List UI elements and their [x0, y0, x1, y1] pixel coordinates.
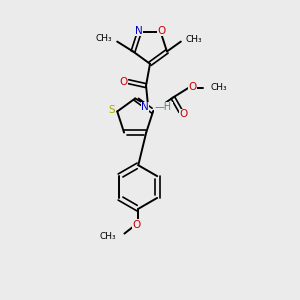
- Text: —H: —H: [155, 102, 172, 112]
- Text: N: N: [135, 26, 142, 36]
- Text: O: O: [188, 82, 197, 92]
- Text: CH₃: CH₃: [211, 83, 227, 92]
- Text: O: O: [157, 26, 166, 36]
- Text: O: O: [132, 220, 140, 230]
- Text: O: O: [180, 110, 188, 119]
- Text: O: O: [119, 76, 128, 87]
- Text: CH₃: CH₃: [96, 34, 112, 43]
- Text: CH₃: CH₃: [100, 232, 116, 241]
- Text: CH₃: CH₃: [186, 35, 202, 44]
- Text: N: N: [141, 102, 149, 112]
- Text: S: S: [108, 104, 115, 115]
